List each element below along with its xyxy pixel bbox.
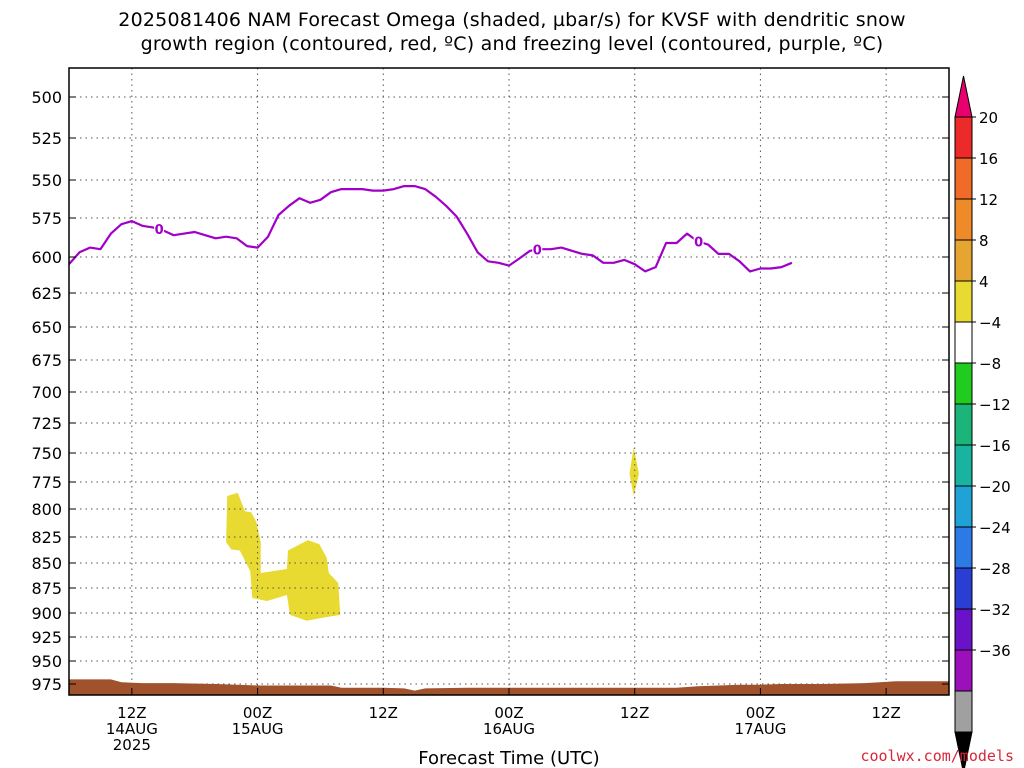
- x-axis-title: Forecast Time (UTC): [418, 748, 599, 768]
- colorbar-bin-10: [954, 485, 973, 528]
- colorbar-bin-7: [954, 362, 973, 405]
- colorbar-bin-2: [954, 157, 973, 200]
- colorbar-bin-4: [954, 239, 973, 282]
- colorbar-label-1: 16: [979, 150, 998, 168]
- colorbar-label-7: −12: [979, 396, 1011, 414]
- y-tick-label-700: 700: [31, 383, 62, 402]
- colorbar-bin-14: [954, 649, 973, 692]
- contour-label-0: 0: [155, 223, 164, 238]
- y-tick-label-525: 525: [31, 129, 62, 148]
- y-tick-label-825: 825: [31, 528, 62, 547]
- y-tick-label-975: 975: [31, 675, 62, 694]
- colorbar-label-4: 4: [979, 273, 989, 291]
- y-tick-label-675: 675: [31, 351, 62, 370]
- colorbar: 20 16 12 8 4 −4 −8 −12 −16 −20 −24 −28 −32 −36: [954, 75, 1011, 768]
- colorbar-label-11: −28: [979, 560, 1011, 578]
- colorbar-label-12: −32: [979, 601, 1011, 619]
- colorbar-bin-1: [954, 116, 973, 159]
- colorbar-bin-12: [954, 567, 973, 610]
- x-tick-label-66-1: 17AUG: [734, 720, 786, 738]
- contour-label-2: 0: [694, 236, 703, 251]
- colorbar-bin-5: [954, 280, 973, 323]
- terrain-fill: [69, 679, 949, 695]
- y-tick-label-925: 925: [31, 628, 62, 647]
- x-tick-label-42-0: 00Z: [494, 704, 523, 722]
- terrain-layer: [69, 679, 949, 695]
- colorbar-label-2: 12: [979, 191, 998, 209]
- y-tick-label-650: 650: [31, 318, 62, 337]
- y-tick-label-950: 950: [31, 652, 62, 671]
- x-tick-label-30-0: 12Z: [369, 704, 398, 722]
- y-tick-label-775: 775: [31, 473, 62, 492]
- colorbar-label-13: −36: [979, 642, 1011, 660]
- colorbar-label-0: 20: [979, 109, 998, 127]
- colorbar-label-10: −24: [979, 519, 1011, 537]
- x-tick-label-42-1: 16AUG: [483, 720, 535, 738]
- y-tick-label-575: 575: [31, 209, 62, 228]
- x-tick-label-6-1: 14AUG: [106, 720, 158, 738]
- freezing-level-layer: 0 0 0: [68, 185, 793, 273]
- x-tick-label-18-0: 00Z: [243, 704, 272, 722]
- grid-lines: [69, 68, 949, 695]
- colorbar-label-3: 8: [979, 232, 989, 250]
- x-tick-label-6-0: 12Z: [117, 704, 146, 722]
- colorbar-bin-8: [954, 403, 973, 446]
- omega-region-1: [629, 447, 639, 496]
- y-tick-label-800: 800: [31, 500, 62, 519]
- chart-title-line-2: growth region (contoured, red, ºC) and f…: [140, 33, 884, 55]
- colorbar-bin-9: [954, 444, 973, 487]
- y-tick-label-900: 900: [31, 604, 62, 623]
- freezing-level-line: [68, 185, 793, 273]
- y-tick-label-850: 850: [31, 554, 62, 573]
- omega-region-0: [226, 492, 341, 621]
- x-tick-label-18-1: 15AUG: [232, 720, 284, 738]
- contour-label-bg-1: [532, 242, 543, 257]
- colorbar-top-arrow: [954, 75, 973, 118]
- colorbar-bin-3: [954, 198, 973, 241]
- colorbar-bin-15: [954, 690, 973, 733]
- colorbar-label-5: −4: [979, 314, 1001, 332]
- y-tick-label-875: 875: [31, 579, 62, 598]
- colorbar-bottom-arrow: [954, 731, 973, 768]
- colorbar-bin-6: [954, 321, 973, 364]
- contour-label-bg-2: [693, 234, 704, 249]
- x-tick-label-54-0: 12Z: [620, 704, 649, 722]
- colorbar-label-6: −8: [979, 355, 1001, 373]
- colorbar-label-8: −16: [979, 437, 1011, 455]
- x-tick-label-6-2: 2025: [113, 736, 151, 754]
- contour-label-bg-0: [154, 222, 165, 237]
- colorbar-bin-13: [954, 608, 973, 651]
- omega-shading-layer: [226, 447, 639, 621]
- x-tick-label-66-0: 00Z: [746, 704, 775, 722]
- chart-title-line-1: 2025081406 NAM Forecast Omega (shaded, µ…: [118, 9, 906, 31]
- y-tick-label-500: 500: [31, 88, 62, 107]
- y-tick-label-600: 600: [31, 248, 62, 267]
- colorbar-bin-11: [954, 526, 973, 569]
- colorbar-label-9: −20: [979, 478, 1011, 496]
- x-tick-label-78-0: 12Z: [871, 704, 900, 722]
- y-tick-label-725: 725: [31, 414, 62, 433]
- y-tick-label-750: 750: [31, 444, 62, 463]
- y-axis: 500 525 550 575 600 625 650 675 700 725 750 775 800 8…: [31, 88, 949, 694]
- y-tick-label-625: 625: [31, 284, 62, 303]
- contour-label-1: 0: [533, 244, 542, 259]
- y-tick-label-550: 550: [31, 171, 62, 190]
- watermark: coolwx.com/models: [860, 747, 1014, 765]
